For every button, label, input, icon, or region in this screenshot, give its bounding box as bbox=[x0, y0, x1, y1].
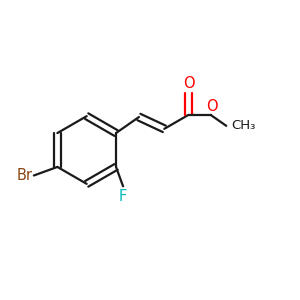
Text: CH₃: CH₃ bbox=[232, 119, 256, 132]
Text: F: F bbox=[119, 189, 127, 204]
Text: O: O bbox=[206, 99, 217, 114]
Text: O: O bbox=[183, 76, 194, 91]
Text: Br: Br bbox=[16, 168, 32, 183]
